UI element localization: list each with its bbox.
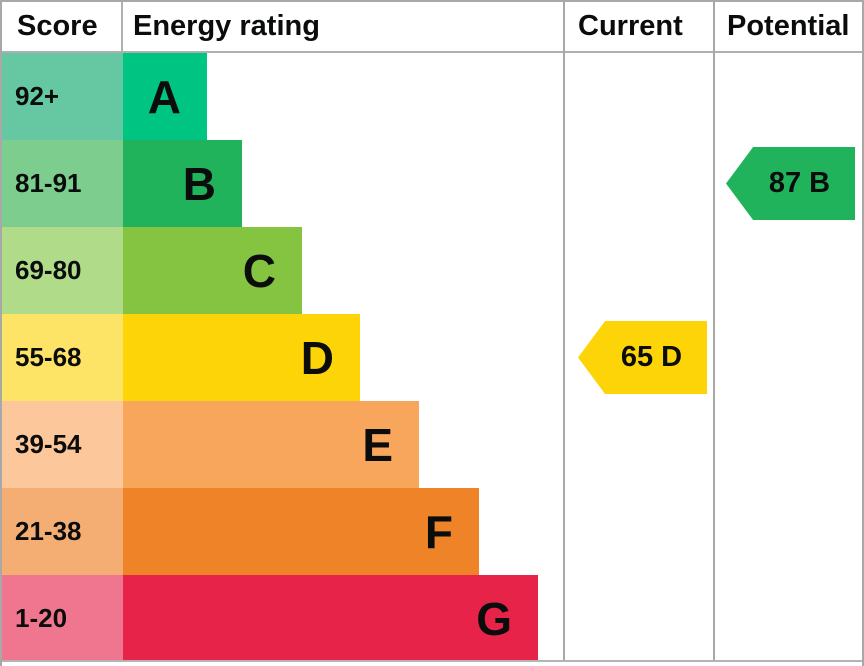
band-row: 81-91 B bbox=[2, 140, 563, 227]
current-rating-label: 65 D bbox=[620, 341, 683, 373]
current-rating-arrow: 65 D bbox=[578, 321, 707, 394]
band-letter: E bbox=[362, 418, 393, 471]
band-bar: D bbox=[123, 314, 360, 401]
table-bottom-border bbox=[2, 660, 862, 662]
band-letter: C bbox=[242, 244, 276, 297]
band-score-range: 81-91 bbox=[2, 140, 123, 227]
table-header: Score Energy rating Current Potential bbox=[2, 2, 862, 51]
band-bar: B bbox=[123, 140, 242, 227]
score-column-divider bbox=[121, 2, 123, 53]
band-score-range: 69-80 bbox=[2, 227, 123, 314]
potential-rating-arrow: 87 B bbox=[726, 147, 855, 220]
band-letter: F bbox=[424, 505, 453, 558]
rating-bands: 92+ A 81-91 B 69-80 C 55-68 D 39-54 E 21… bbox=[2, 53, 563, 662]
band-bar: F bbox=[123, 488, 479, 575]
band-row: 92+ A bbox=[2, 53, 563, 140]
potential-rating-label: 87 B bbox=[768, 167, 831, 199]
header-divider-line bbox=[2, 51, 862, 53]
band-score-range: 92+ bbox=[2, 53, 123, 140]
header-potential: Potential bbox=[727, 10, 850, 42]
band-letter: A bbox=[147, 70, 181, 123]
band-row: 55-68 D bbox=[2, 314, 563, 401]
band-row: 21-38 F bbox=[2, 488, 563, 575]
band-row: 39-54 E bbox=[2, 401, 563, 488]
band-bar: E bbox=[123, 401, 419, 488]
current-column-divider bbox=[563, 2, 565, 662]
band-score-range: 55-68 bbox=[2, 314, 123, 401]
band-score-range: 39-54 bbox=[2, 401, 123, 488]
band-score-range: 1-20 bbox=[2, 575, 123, 662]
header-current: Current bbox=[578, 10, 683, 42]
band-letter: B bbox=[182, 157, 216, 210]
header-score: Score bbox=[17, 10, 98, 42]
band-bar: A bbox=[123, 53, 207, 140]
band-score-range: 21-38 bbox=[2, 488, 123, 575]
potential-column-divider bbox=[713, 2, 715, 662]
band-row: 1-20 G bbox=[2, 575, 563, 662]
band-bar: C bbox=[123, 227, 302, 314]
band-row: 69-80 C bbox=[2, 227, 563, 314]
band-letter: D bbox=[300, 331, 334, 384]
band-letter: G bbox=[476, 592, 512, 645]
header-energy-rating: Energy rating bbox=[133, 10, 320, 42]
band-bar: G bbox=[123, 575, 538, 662]
